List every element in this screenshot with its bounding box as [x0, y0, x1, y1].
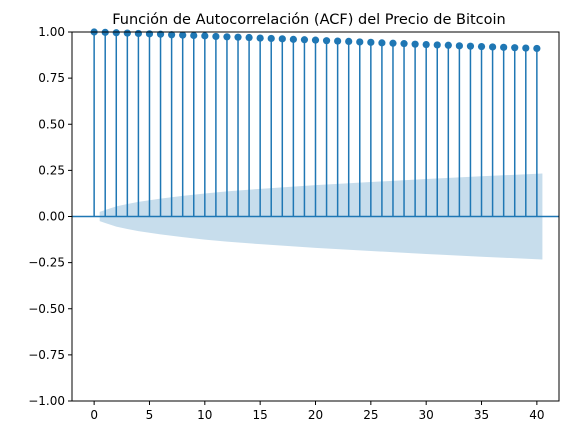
acf-point [389, 39, 397, 47]
acf-point [267, 34, 275, 43]
acf-point [367, 38, 375, 46]
acf-point [533, 44, 541, 53]
y-tick-label: −0.25 [28, 256, 65, 270]
acf-point [256, 34, 264, 42]
acf-point [477, 42, 486, 51]
acf-point [112, 29, 120, 37]
acf-point [422, 40, 430, 49]
acf-point [245, 33, 253, 42]
acf-point [400, 40, 408, 48]
acf-point [168, 31, 176, 39]
acf-point [212, 32, 220, 41]
acf-point [278, 35, 286, 43]
x-tick-label: 15 [253, 408, 268, 422]
y-tick-label: 1.00 [38, 25, 65, 39]
y-tick-label: 0.50 [38, 117, 65, 131]
chart-title: Función de Autocorrelación (ACF) del Pre… [112, 12, 506, 28]
y-tick-label: −0.50 [28, 302, 65, 316]
y-tick-label: 0.25 [38, 163, 65, 177]
acf-point [311, 36, 320, 44]
x-tick-label: 40 [529, 408, 544, 422]
x-tick-label: 10 [197, 408, 212, 422]
acf-point [201, 32, 209, 40]
y-tick-label: −1.00 [28, 394, 65, 408]
x-tick-label: 0 [90, 408, 98, 422]
acf-point [322, 37, 331, 45]
acf-point [289, 35, 297, 43]
x-tick-label: 25 [363, 408, 378, 422]
x-tick-label: 5 [146, 408, 154, 422]
x-tick-label: 30 [419, 408, 434, 422]
acf-point [145, 30, 154, 38]
y-tick-label: 0.00 [38, 210, 65, 224]
acf-point [455, 42, 463, 50]
acf-point [223, 33, 231, 41]
y-tick-label: −0.75 [28, 348, 65, 362]
axes-layer: 0 5 10 15 20 25 30 35 40 −1.00 −0.75 −0.50 −0.25 0.00… [28, 25, 560, 422]
acf-point [234, 33, 242, 41]
acf-point [466, 42, 475, 50]
acf-point [134, 29, 143, 38]
x-tick-label: 35 [474, 408, 489, 422]
acf-point [334, 37, 342, 45]
acf-point [522, 44, 530, 52]
acf-point [433, 41, 441, 49]
acf-point [123, 29, 131, 37]
acf-point [511, 44, 519, 52]
x-tick-label: 20 [308, 408, 323, 422]
acf-point [488, 43, 497, 51]
acf-point [411, 40, 419, 48]
stems-layer [90, 28, 541, 217]
acf-point [356, 38, 364, 46]
acf-point [300, 36, 309, 44]
acf-point [378, 39, 386, 47]
acf-point [444, 41, 452, 49]
acf-point [500, 43, 508, 51]
acf-point [179, 31, 187, 39]
acf-point [345, 37, 353, 46]
y-tick-label: 0.75 [38, 71, 65, 85]
acf-point [190, 31, 198, 40]
